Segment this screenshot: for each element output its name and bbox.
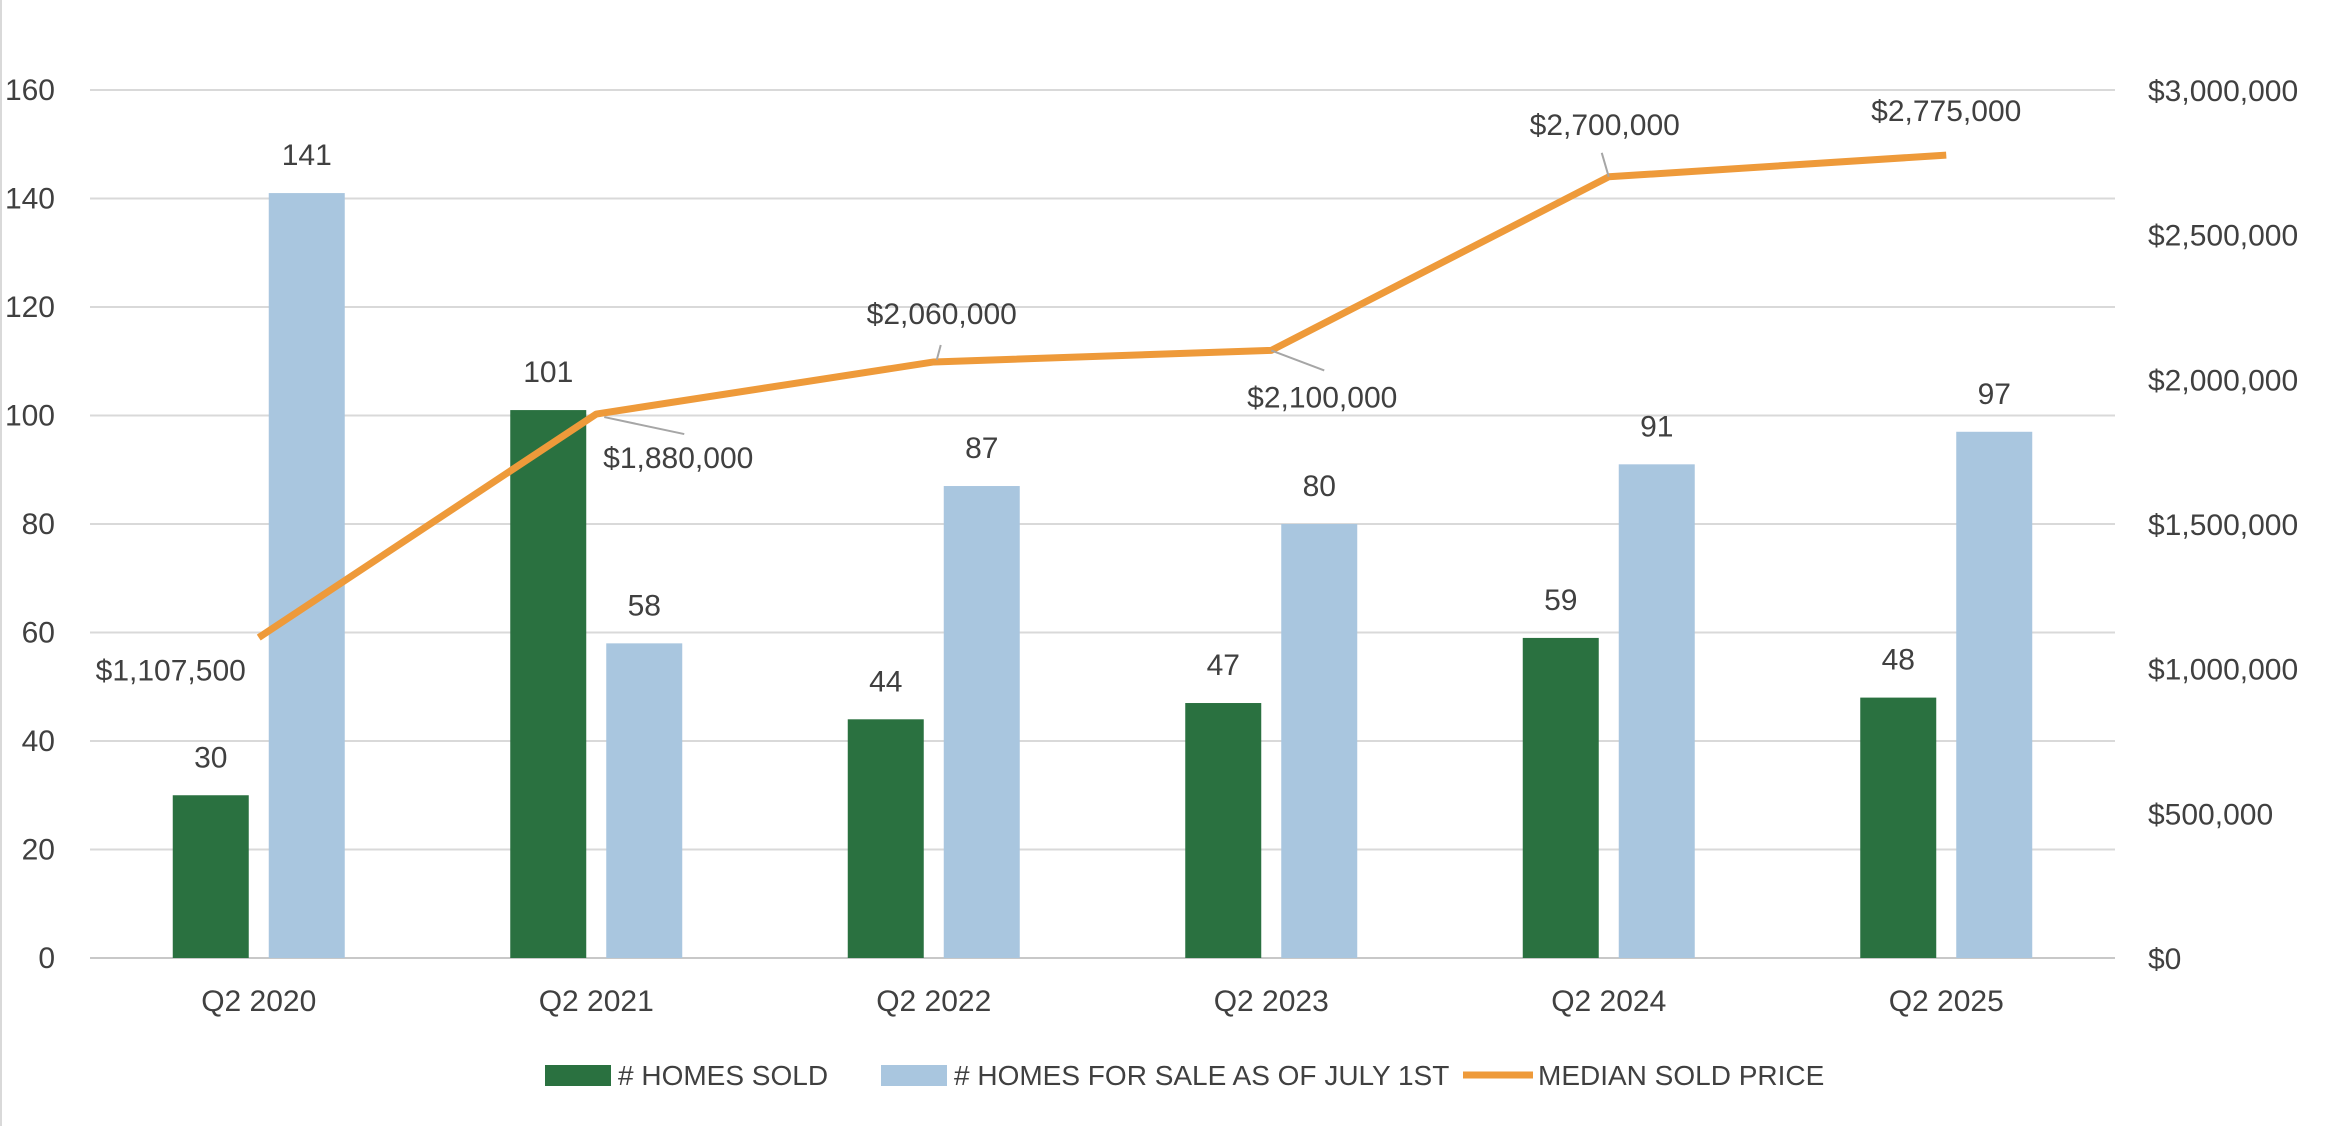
- bar-homes-sold: [510, 410, 586, 958]
- y-left-tick-label: 40: [22, 725, 55, 758]
- bar-label-homes-for-sale: 141: [282, 139, 332, 172]
- bar-label-homes-for-sale: 97: [1978, 378, 2011, 411]
- y-left-tick-label: 140: [5, 183, 55, 216]
- y-left-tick-label: 60: [22, 617, 55, 650]
- bar-homes-for-sale: [1281, 524, 1357, 958]
- legend-label-homes-sold: # HOMES SOLD: [618, 1060, 828, 1091]
- legend-label-homes-for-sale: # HOMES FOR SALE AS OF JULY 1ST: [954, 1060, 1449, 1091]
- y-right-tick-label: $2,500,000: [2148, 220, 2298, 253]
- bar-label-homes-for-sale: 80: [1303, 470, 1336, 503]
- price-label-leader: [937, 345, 941, 360]
- y-right-tick-label: $1,000,000: [2148, 654, 2298, 687]
- price-label-leader: [604, 417, 684, 434]
- bar-homes-for-sale: [1619, 464, 1695, 958]
- bar-label-homes-sold: 59: [1544, 584, 1577, 617]
- price-label-leader: [1271, 350, 1324, 370]
- legend-label-median-price: MEDIAN SOLD PRICE: [1538, 1060, 1824, 1091]
- bar-label-homes-sold: 44: [869, 665, 902, 698]
- bar-label-homes-sold: 101: [523, 356, 573, 389]
- price-data-label: $2,775,000: [1871, 95, 2021, 128]
- legend-swatch-homes-for-sale: [881, 1065, 947, 1086]
- x-tick-label: Q2 2021: [539, 985, 654, 1018]
- combo-chart: 0 20 40 60 80 100 120 140 160 $0 $500,000 $1,000,00…: [0, 0, 2330, 1126]
- bar-homes-sold: [173, 795, 249, 958]
- price-data-label: $1,107,500: [96, 655, 246, 688]
- price-label-leader: [1602, 153, 1609, 177]
- x-tick-label: Q2 2025: [1889, 985, 2004, 1018]
- x-tick-label: Q2 2023: [1214, 985, 1329, 1018]
- y-right-tick-label: $500,000: [2148, 798, 2273, 831]
- bar-homes-for-sale: [269, 193, 345, 958]
- x-tick-label: Q2 2020: [201, 985, 316, 1018]
- bar-homes-for-sale: [1956, 432, 2032, 958]
- bar-label-homes-sold: 48: [1882, 644, 1915, 677]
- y-left-tick-label: 100: [5, 400, 55, 433]
- bar-homes-sold: [848, 719, 924, 958]
- y-left-tick-label: 160: [5, 74, 55, 107]
- bar-label-homes-for-sale: 91: [1640, 410, 1673, 443]
- y-left-tick-label: 20: [22, 834, 55, 867]
- price-data-label: $1,880,000: [603, 442, 753, 475]
- y-right-tick-label: $0: [2148, 943, 2181, 976]
- bar-homes-for-sale: [606, 643, 682, 958]
- bar-homes-for-sale: [944, 486, 1020, 958]
- price-data-label: $2,060,000: [867, 298, 1017, 331]
- y-right-tick-label: $1,500,000: [2148, 509, 2298, 542]
- bar-label-homes-for-sale: 87: [965, 432, 998, 465]
- y-left-tick-label: 0: [38, 942, 55, 975]
- bar-homes-sold: [1523, 638, 1599, 958]
- legend-swatch-homes-sold: [545, 1065, 611, 1086]
- y-left-tick-label: 120: [5, 291, 55, 324]
- x-tick-label: Q2 2022: [876, 985, 991, 1018]
- y-right-tick-label: $2,000,000: [2148, 364, 2298, 397]
- price-data-label: $2,700,000: [1530, 109, 1680, 142]
- y-right-tick-label: $3,000,000: [2148, 75, 2298, 108]
- bar-label-homes-sold: 30: [194, 741, 227, 774]
- y-left-tick-label: 80: [22, 508, 55, 541]
- bar-homes-sold: [1185, 703, 1261, 958]
- price-data-label: $2,100,000: [1247, 381, 1397, 414]
- bar-label-homes-for-sale: 58: [628, 589, 661, 622]
- bar-homes-sold: [1860, 698, 1936, 958]
- chart-canvas: 0 20 40 60 80 100 120 140 160 $0 $500,000 $1,000,00…: [0, 0, 2330, 1126]
- bar-label-homes-sold: 47: [1207, 649, 1240, 682]
- x-tick-label: Q2 2024: [1551, 985, 1666, 1018]
